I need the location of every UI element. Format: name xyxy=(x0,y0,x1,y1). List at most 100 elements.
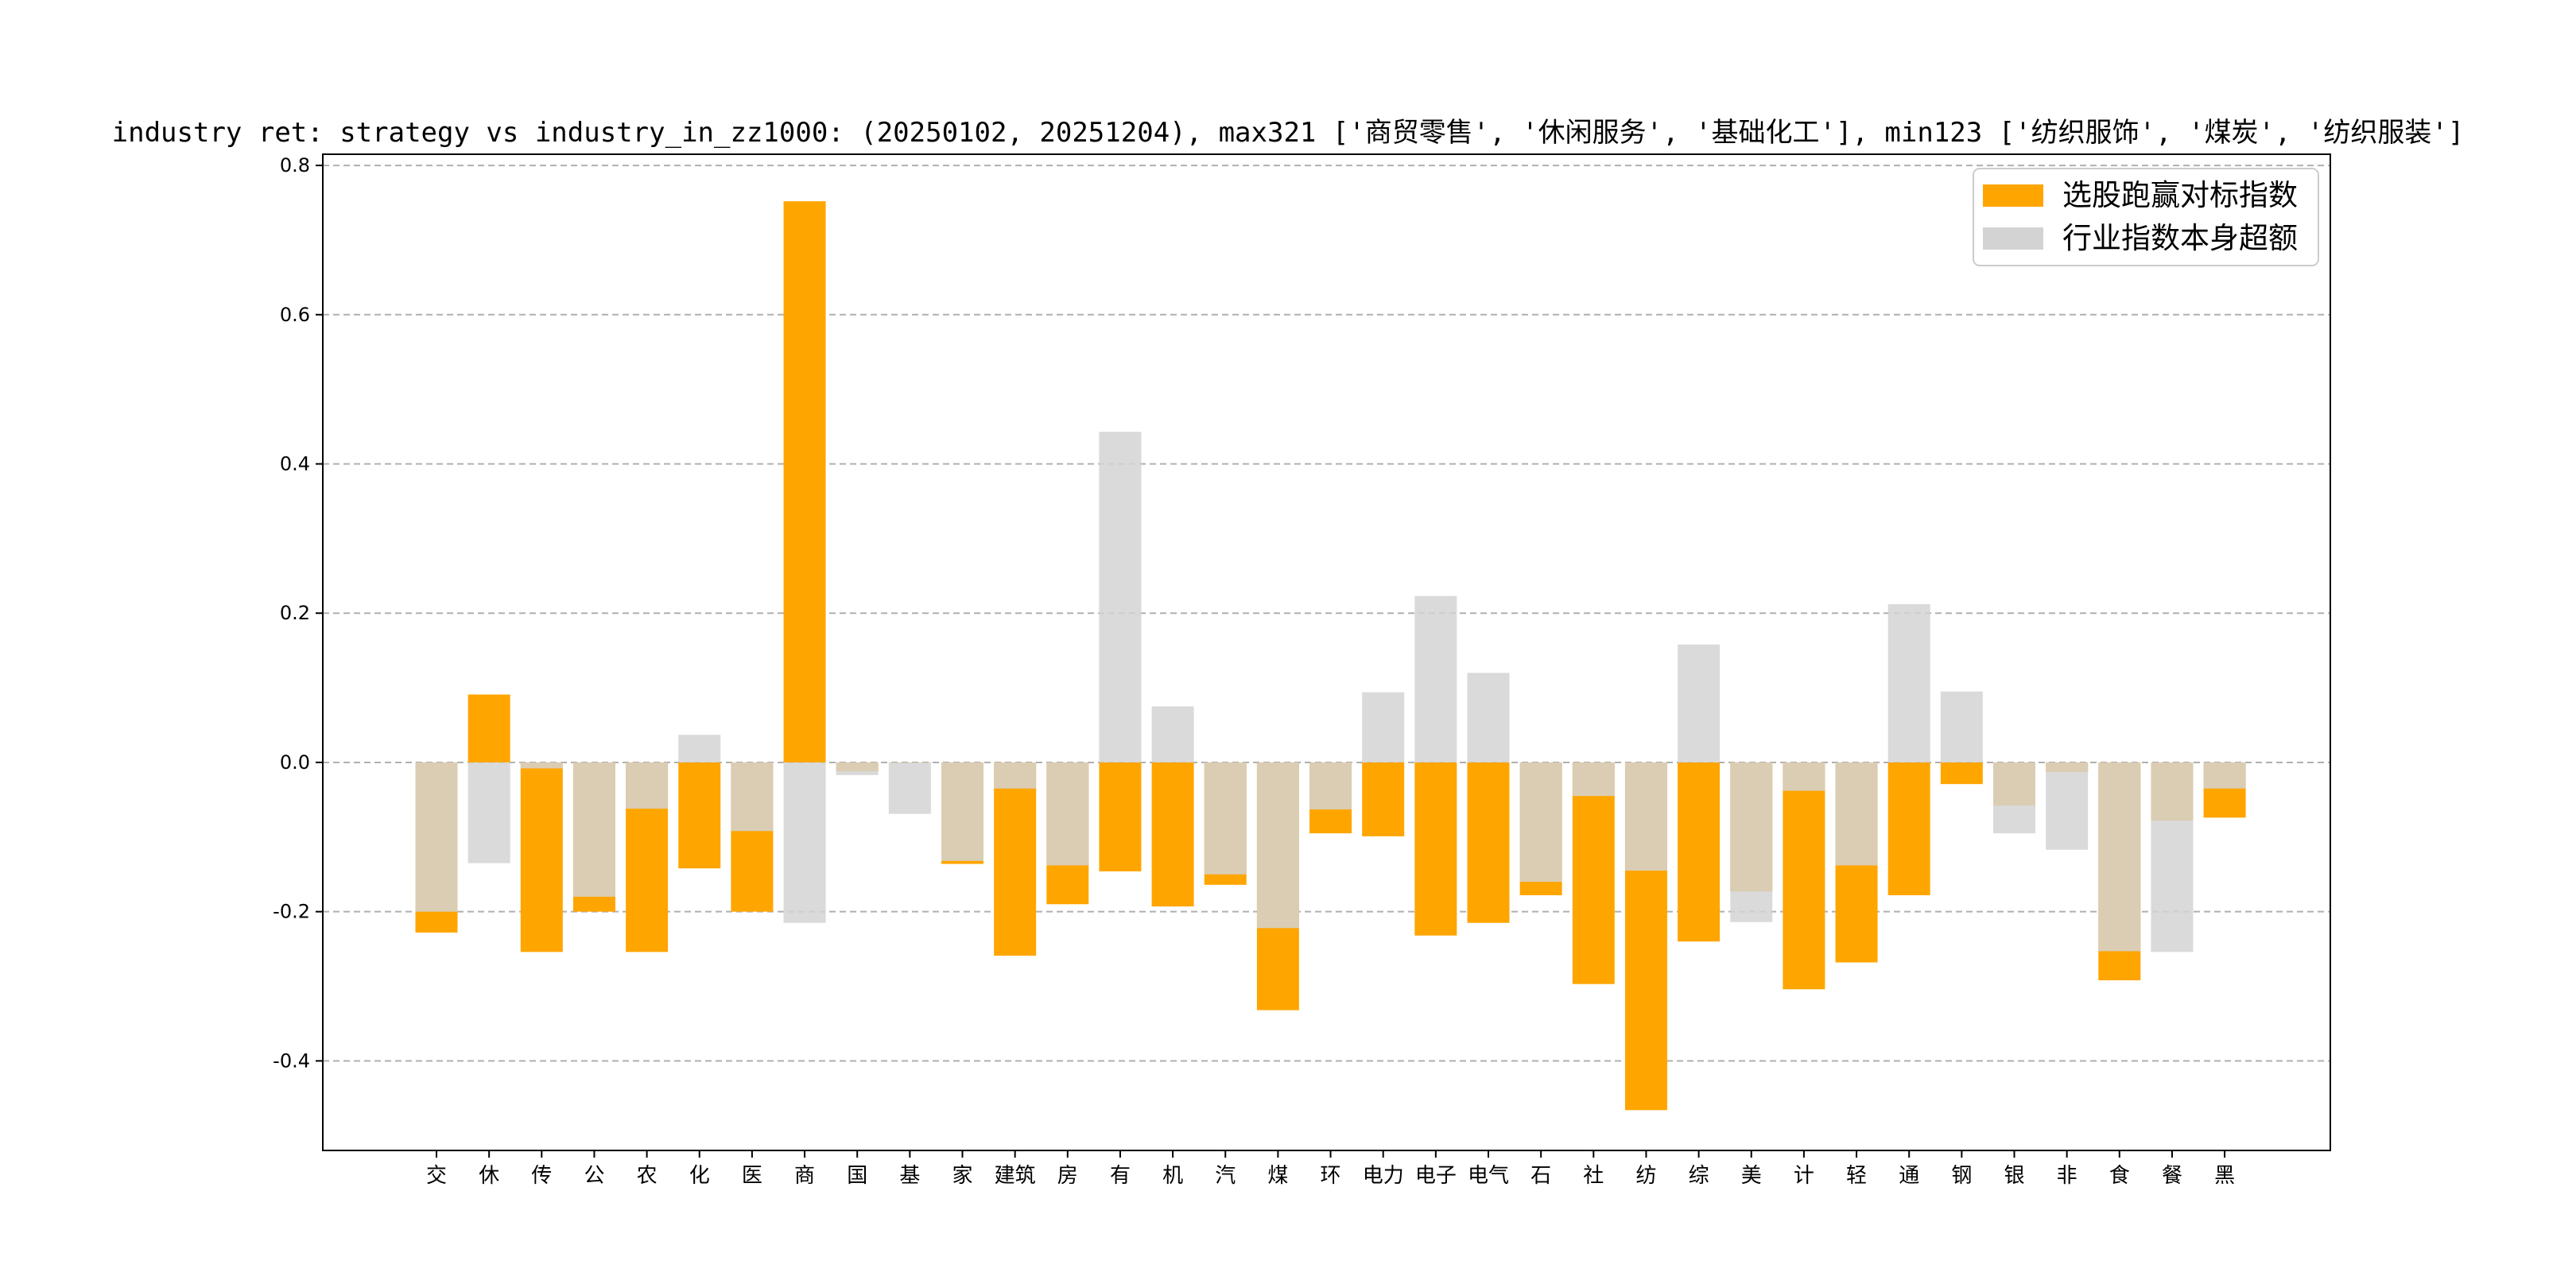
bar-industry-excess-32 xyxy=(2098,762,2141,952)
bar-industry-excess-9 xyxy=(888,762,931,814)
x-tick-label: 美 xyxy=(1741,1164,1762,1188)
x-tick-label: 家 xyxy=(952,1164,972,1188)
bar-industry-excess-30 xyxy=(1993,762,2035,834)
legend-swatch-industry-excess xyxy=(1983,227,2043,250)
x-tick-label: 综 xyxy=(1689,1164,1709,1188)
bar-industry-excess-31 xyxy=(2046,762,2089,850)
bar-industry-excess-11 xyxy=(994,762,1037,789)
y-tick-label: 0.4 xyxy=(280,453,310,475)
x-tick-label: 石 xyxy=(1530,1164,1551,1188)
bar-industry-excess-23 xyxy=(1624,762,1667,871)
bar-industry-excess-3 xyxy=(572,762,615,897)
x-tick-label: 房 xyxy=(1057,1164,1078,1188)
x-tick-label: 煤 xyxy=(1267,1164,1288,1188)
bar-industry-excess-6 xyxy=(731,762,774,832)
x-tick-label: 环 xyxy=(1321,1164,1341,1188)
bar-stock-selection-18 xyxy=(1362,762,1405,836)
x-tick-label: 非 xyxy=(2057,1164,2077,1188)
y-tick-label: -0.4 xyxy=(273,1049,310,1072)
y-tick-label: 0.0 xyxy=(280,751,310,774)
bars xyxy=(415,201,2246,1111)
x-tick-label: 休 xyxy=(479,1164,499,1188)
bar-industry-excess-12 xyxy=(1046,762,1089,866)
x-tick-label: 国 xyxy=(847,1164,867,1188)
x-tick-label: 电力 xyxy=(1363,1164,1404,1188)
x-tick-label: 农 xyxy=(637,1164,658,1188)
grid-lines xyxy=(323,165,2330,1062)
x-tick-label: 基 xyxy=(899,1164,920,1188)
y-axis: -0.4 -0.2 0.0 0.2 0.4 0.6 0.8 xyxy=(273,154,323,1072)
bar-industry-excess-17 xyxy=(1309,762,1352,810)
bar-industry-excess-19 xyxy=(1414,596,1457,762)
bar-stock-selection-11 xyxy=(994,762,1037,956)
plot-frame xyxy=(322,153,2331,1151)
x-tick-label: 银 xyxy=(2004,1164,2024,1188)
bar-industry-excess-1 xyxy=(467,762,510,863)
x-tick-label: 钢 xyxy=(1951,1164,1972,1188)
x-tick-label: 汽 xyxy=(1215,1164,1236,1188)
bar-industry-excess-29 xyxy=(1940,691,1983,762)
bar-stock-selection-24 xyxy=(1678,762,1721,942)
bar-stock-selection-28 xyxy=(1887,762,1930,896)
x-tick-label: 机 xyxy=(1162,1164,1183,1188)
x-tick-label: 食 xyxy=(2109,1164,2130,1188)
y-tick-label: 0.2 xyxy=(280,602,310,624)
bar-industry-excess-28 xyxy=(1887,603,1930,762)
bar-industry-excess-27 xyxy=(1835,762,1878,866)
bar-industry-excess-13 xyxy=(1099,432,1142,762)
legend: 选股跑赢对标指数 行业指数本身超额 xyxy=(1973,168,2319,266)
x-tick-label: 计 xyxy=(1794,1164,1814,1188)
bar-industry-excess-25 xyxy=(1730,762,1773,922)
legend-swatch-stock-selection xyxy=(1983,184,2043,207)
x-axis: 交 休 传 公 农 化 医 商 国 基 家建筑房 有 机 汽 煤 环电力 电子 电气石 社 纺 综 美 计 轻 通 钢 银 非 食 餐 黑 xyxy=(426,1150,2235,1188)
x-tick-label: 有 xyxy=(1110,1164,1131,1188)
bar-stock-selection-20 xyxy=(1467,762,1510,923)
bar-stock-selection-1 xyxy=(467,694,510,762)
bar-industry-excess-21 xyxy=(1519,762,1562,883)
x-tick-label: 化 xyxy=(689,1164,710,1188)
x-tick-label: 交 xyxy=(426,1164,447,1188)
y-tick-label: 0.8 xyxy=(280,154,310,177)
bar-industry-excess-5 xyxy=(678,735,721,762)
bar-stock-selection-7 xyxy=(783,201,826,762)
legend-label-stock-selection: 选股跑赢对标指数 xyxy=(2062,178,2298,212)
bar-industry-excess-14 xyxy=(1151,706,1194,762)
bar-industry-excess-22 xyxy=(1572,762,1615,797)
bar-industry-excess-34 xyxy=(2203,762,2246,789)
y-tick-label: 0.6 xyxy=(280,304,310,326)
x-tick-label: 传 xyxy=(531,1164,552,1188)
x-tick-label: 电气 xyxy=(1468,1164,1509,1188)
x-tick-label: 社 xyxy=(1583,1164,1604,1188)
bar-stock-selection-13 xyxy=(1099,762,1142,871)
bar-stock-selection-29 xyxy=(1940,762,1983,785)
bar-industry-excess-4 xyxy=(626,762,669,809)
x-tick-label: 商 xyxy=(794,1164,815,1188)
bar-industry-excess-18 xyxy=(1362,692,1405,762)
x-tick-label: 公 xyxy=(584,1164,604,1188)
x-tick-label: 电子 xyxy=(1415,1164,1457,1188)
y-tick-label: -0.2 xyxy=(273,901,310,923)
bar-stock-selection-5 xyxy=(678,762,721,869)
bar-industry-excess-2 xyxy=(520,762,563,769)
x-tick-label: 黑 xyxy=(2214,1164,2235,1188)
bar-industry-excess-15 xyxy=(1204,762,1247,875)
x-tick-label: 医 xyxy=(742,1164,762,1188)
legend-label-industry-excess: 行业指数本身超额 xyxy=(2062,221,2298,255)
chart-title: industry ret: strategy vs industry_in_zz… xyxy=(112,117,2465,149)
x-tick-label: 纺 xyxy=(1635,1164,1656,1188)
bar-industry-excess-0 xyxy=(415,762,458,912)
x-tick-label: 通 xyxy=(1899,1164,1919,1188)
bar-industry-excess-20 xyxy=(1467,673,1510,762)
bar-industry-excess-26 xyxy=(1783,762,1825,791)
bar-industry-excess-24 xyxy=(1678,644,1721,762)
x-tick-label: 建筑 xyxy=(995,1164,1036,1188)
bar-stock-selection-22 xyxy=(1572,762,1615,984)
bar-industry-excess-7 xyxy=(783,762,826,923)
bar-stock-selection-14 xyxy=(1151,762,1194,907)
bar-stock-selection-26 xyxy=(1783,762,1825,990)
bar-industry-excess-8 xyxy=(836,762,879,775)
bar-industry-excess-10 xyxy=(941,762,983,861)
legend-box xyxy=(1973,168,2319,266)
x-tick-label: 餐 xyxy=(2162,1164,2182,1188)
